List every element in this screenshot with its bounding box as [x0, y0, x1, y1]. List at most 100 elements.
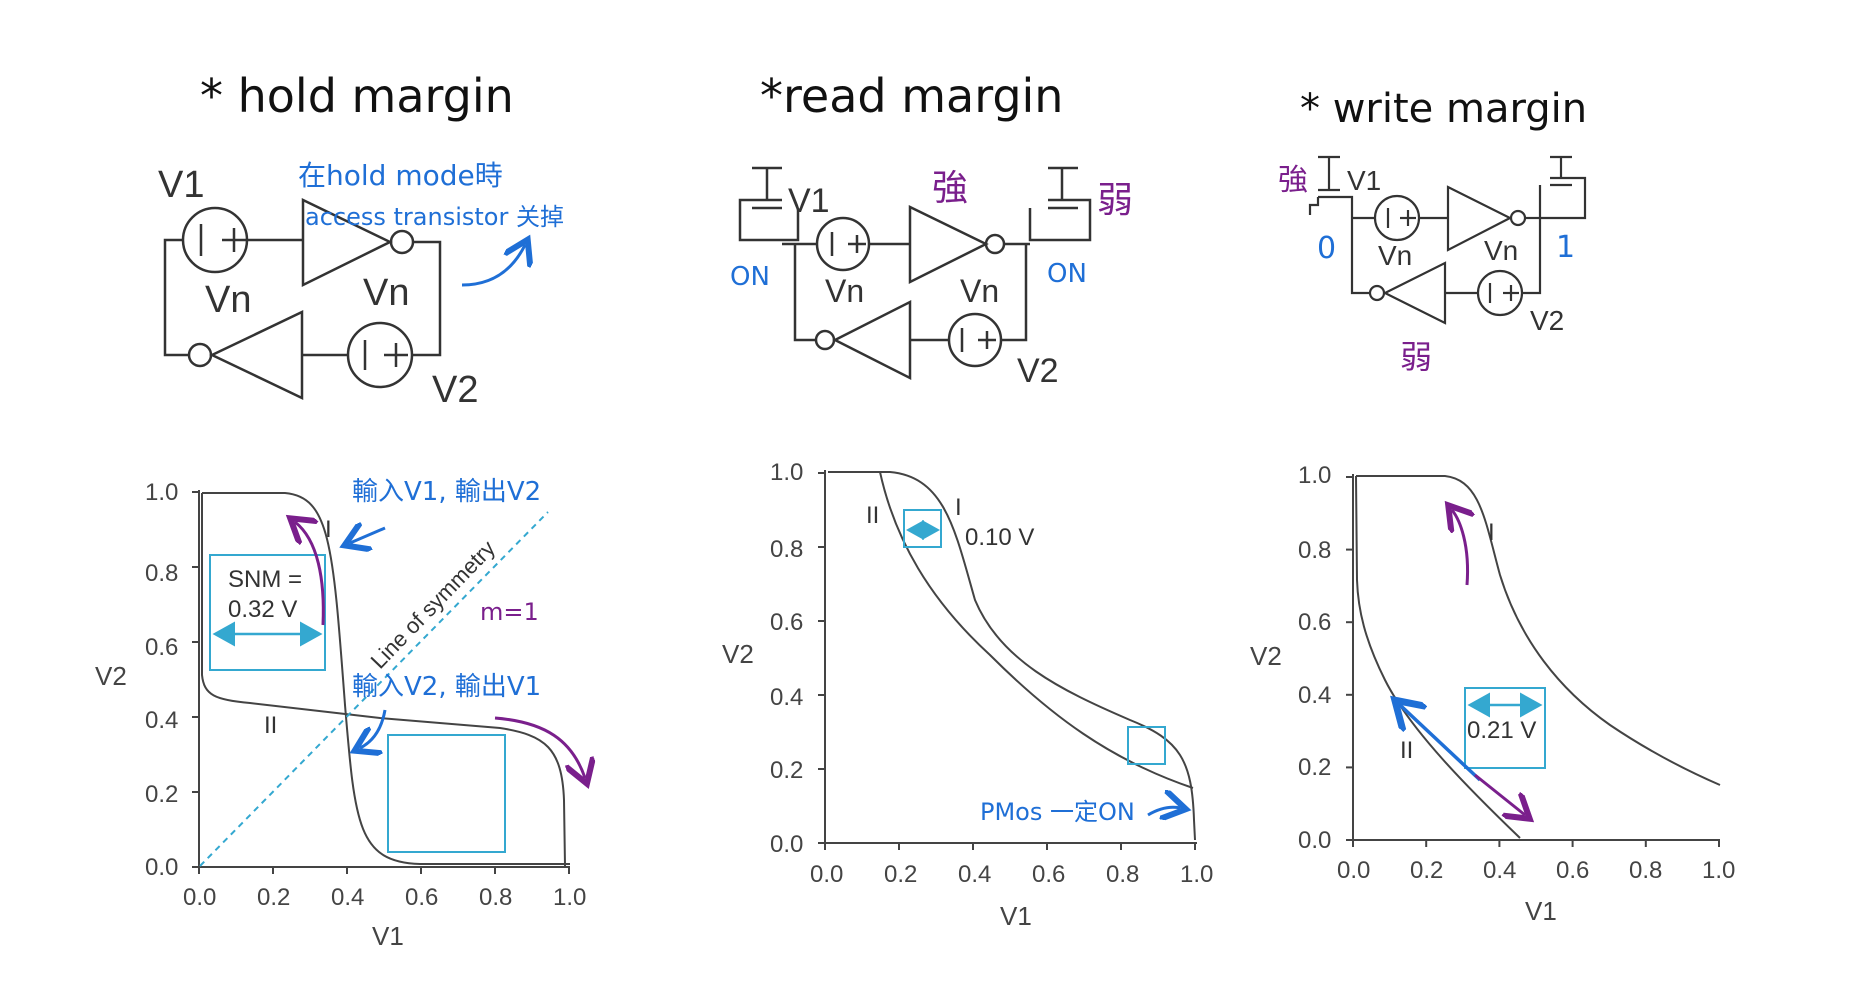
write-ytick: 0.0	[1298, 827, 1331, 854]
hold-label-vn-left: Vn	[205, 279, 251, 321]
read-xtick: 0.8	[1106, 861, 1139, 888]
hold-note-input-v1: 輸入V1, 輸出V2	[352, 477, 541, 507]
write-chart: 0.0 0.2 0.4 0.6 0.8 1.0 0.0 0.2 0.4 0.6 …	[1250, 462, 1735, 926]
hold-note-line2: access transistor 关掉	[305, 203, 564, 231]
write-inverter-bottom	[1382, 261, 1447, 325]
read-ytick: 0.4	[770, 684, 803, 711]
hold-note-arrow-v2	[360, 709, 387, 748]
read-curve-II	[879, 471, 1194, 789]
hold-note-arrow	[461, 245, 525, 287]
hold-xtick: 0.6	[405, 884, 438, 911]
title-read: *read margin	[760, 69, 1063, 123]
read-xtick: 0.2	[884, 861, 917, 888]
hold-curve-label-II: II	[264, 712, 277, 739]
write-ylabel: V2	[1250, 641, 1282, 671]
read-ytick: 0.6	[770, 609, 803, 636]
write-label-v1: V1	[1347, 165, 1381, 196]
panel-hold: * hold margin V1 Vn Vn V2 在hold mode	[95, 69, 586, 951]
write-label-vn-left: Vn	[1378, 240, 1412, 271]
read-curve-label-I: I	[955, 494, 962, 521]
read-label-vn-right: Vn	[960, 273, 999, 309]
hold-ytick: 0.4	[145, 707, 178, 734]
read-tick-labels: 0.0 0.2 0.4 0.6 0.8 1.0 0.0 0.2 0.4 0.6 …	[770, 459, 1213, 888]
write-blue-arrow	[1400, 705, 1482, 782]
read-xtick: 0.4	[958, 861, 991, 888]
read-inverter-top	[908, 205, 989, 285]
hold-tick-labels: 0.0 0.2 0.4 0.6 0.8 1.0 0.0 0.2 0.4 0.6 …	[145, 479, 586, 911]
write-purple-arrow	[1474, 773, 1525, 815]
read-margin-box-lower	[1127, 726, 1166, 765]
read-xlabel: V1	[1000, 901, 1032, 931]
hold-xtick: 0.4	[331, 884, 364, 911]
write-xtick: 0.4	[1483, 857, 1516, 884]
hold-snm-box-upper	[209, 554, 326, 671]
write-weak: 弱	[1400, 338, 1432, 376]
hold-xlabel: V1	[372, 921, 404, 951]
write-ytick: 1.0	[1298, 462, 1331, 489]
hold-xtick: 1.0	[553, 884, 586, 911]
write-tick-marks	[1346, 476, 1720, 847]
read-ytick: 0.2	[770, 757, 803, 784]
read-note-arrow	[1147, 807, 1180, 815]
write-ytick: 0.6	[1298, 609, 1331, 636]
write-ytick: 0.8	[1298, 537, 1331, 564]
hold-snm-line1: SNM =	[228, 566, 302, 593]
hold-label-vn-right: Vn	[363, 272, 409, 314]
hold-symmetry-line	[199, 511, 549, 867]
hold-ytick: 0.6	[145, 634, 178, 661]
hold-note-arrow-v1	[350, 528, 386, 543]
read-ylabel: V2	[722, 639, 754, 669]
write-xtick: 0.6	[1556, 857, 1589, 884]
write-label-v2: V2	[1530, 305, 1564, 336]
panel-read: *read margin	[722, 69, 1213, 931]
write-ytick: 0.2	[1298, 754, 1331, 781]
read-label-v2: V2	[1017, 352, 1059, 390]
read-curve-label-II: II	[866, 502, 879, 529]
read-label-v1: V1	[788, 182, 830, 220]
read-weak: 弱	[1097, 180, 1133, 221]
read-xtick: 0.6	[1032, 861, 1065, 888]
write-curve-label-I: I	[1488, 519, 1495, 546]
hold-ytick: 0.2	[145, 781, 178, 808]
hold-note-line1: 在hold mode時	[298, 159, 503, 192]
hold-note-m: m=1	[480, 598, 539, 626]
write-xtick: 1.0	[1702, 857, 1735, 884]
read-ytick: 0.0	[770, 831, 803, 858]
read-on-right: ON	[1047, 259, 1087, 289]
read-tick-marks	[818, 472, 1196, 850]
hold-curve-I	[202, 492, 570, 865]
hold-note-input-v2: 輸入V2, 輸出V1	[352, 672, 541, 702]
hold-ytick: 0.0	[145, 854, 178, 881]
write-tick-labels: 0.0 0.2 0.4 0.6 0.8 1.0 0.0 0.2 0.4 0.6 …	[1298, 462, 1735, 884]
read-circuit	[738, 166, 1092, 381]
hold-ytick: 0.8	[145, 560, 178, 587]
write-zero: 0	[1317, 231, 1336, 266]
write-xtick: 0.0	[1337, 857, 1370, 884]
read-xtick: 1.0	[1180, 861, 1213, 888]
hold-inverter-top	[301, 198, 393, 288]
read-on-left: ON	[730, 262, 770, 292]
read-curve-I	[828, 471, 1196, 841]
write-xtick: 0.2	[1410, 857, 1443, 884]
write-curve-II	[1355, 475, 1521, 839]
write-one: 1	[1556, 230, 1575, 265]
write-circuit	[1308, 155, 1587, 325]
title-hold: * hold margin	[200, 69, 514, 123]
title-write: * write margin	[1300, 86, 1587, 132]
write-xlabel: V1	[1525, 896, 1557, 926]
hold-tick-marks	[192, 491, 570, 874]
write-curve-label-II: II	[1400, 737, 1413, 764]
hold-xtick: 0.0	[183, 884, 216, 911]
hold-snm-line2: 0.32 V	[228, 596, 297, 623]
read-note-pmos: PMos 一定ON	[980, 798, 1135, 826]
write-curve-I	[1356, 475, 1721, 786]
hold-snm-box-lower	[387, 734, 506, 853]
write-ytick: 0.4	[1298, 682, 1331, 709]
hold-label-v2: V2	[432, 369, 478, 411]
hold-purple-arc-II	[494, 716, 585, 778]
write-label-vn-right: Vn	[1484, 235, 1518, 266]
read-inverter-bottom	[832, 299, 912, 381]
read-margin-box-upper	[903, 509, 942, 548]
write-margin-label: 0.21 V	[1467, 717, 1536, 744]
